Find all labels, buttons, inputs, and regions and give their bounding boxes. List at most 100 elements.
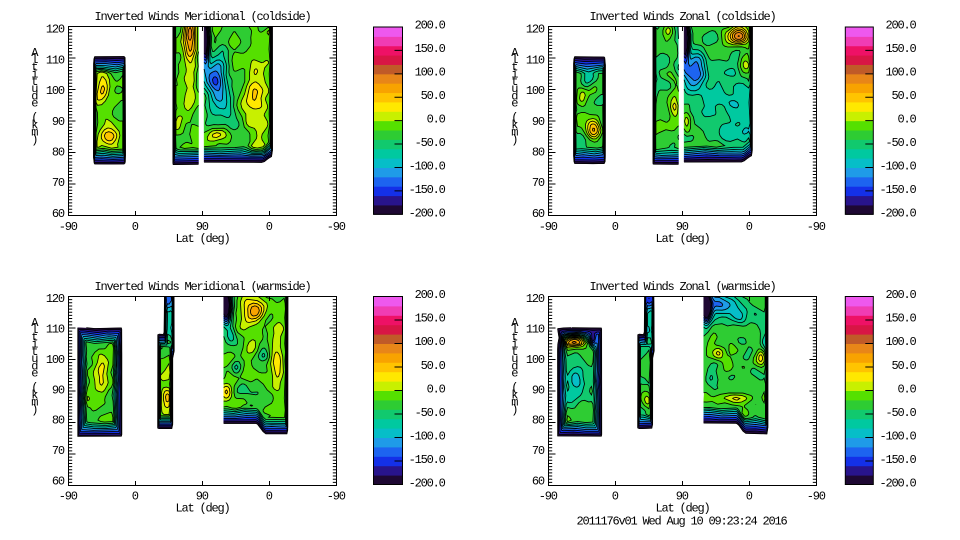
svg-text:80: 80 <box>52 146 65 160</box>
svg-text:i: i <box>511 338 518 352</box>
svg-text:i: i <box>31 338 38 352</box>
svg-text:50.0: 50.0 <box>421 359 446 373</box>
svg-text:0: 0 <box>612 220 619 234</box>
svg-text:-50.0: -50.0 <box>885 136 916 150</box>
svg-text:60: 60 <box>532 207 545 221</box>
svg-text:-90: -90 <box>59 490 78 504</box>
svg-text:k: k <box>511 118 518 132</box>
svg-text:-90: -90 <box>807 220 826 234</box>
svg-text:-50.0: -50.0 <box>885 406 916 420</box>
svg-text:110: 110 <box>526 53 545 67</box>
svg-text:90: 90 <box>532 115 545 129</box>
svg-text:-90: -90 <box>327 490 346 504</box>
svg-text:k: k <box>31 118 38 132</box>
svg-text:120: 120 <box>46 292 65 306</box>
svg-text:t: t <box>31 60 37 74</box>
svg-text:100.0: 100.0 <box>885 335 916 349</box>
svg-text:0: 0 <box>132 490 139 504</box>
svg-text:200.0: 200.0 <box>415 19 446 33</box>
svg-text:l: l <box>511 323 518 337</box>
svg-text:-150.0: -150.0 <box>879 453 916 467</box>
svg-text:Lat (deg): Lat (deg) <box>175 502 229 516</box>
svg-text:A: A <box>31 46 39 60</box>
svg-text:t: t <box>511 345 517 359</box>
svg-text:Inverted Winds Zonal (coldside: Inverted Winds Zonal (coldside) <box>589 10 775 24</box>
svg-text:100: 100 <box>46 84 65 98</box>
svg-text:l: l <box>31 323 38 337</box>
svg-text:50.0: 50.0 <box>421 89 446 103</box>
svg-text:90: 90 <box>676 220 689 234</box>
svg-text:90: 90 <box>676 490 689 504</box>
svg-text:60: 60 <box>532 475 545 489</box>
svg-text:-200.0: -200.0 <box>879 206 916 220</box>
svg-text:0: 0 <box>266 220 273 234</box>
svg-text:): ) <box>511 133 517 147</box>
svg-text:t: t <box>511 330 517 344</box>
svg-text:50.0: 50.0 <box>891 359 916 373</box>
svg-text:e: e <box>511 97 518 111</box>
svg-text:120: 120 <box>526 292 545 306</box>
svg-text:-90: -90 <box>539 490 558 504</box>
svg-text:-200.0: -200.0 <box>409 477 446 491</box>
svg-text:-200.0: -200.0 <box>879 477 916 491</box>
svg-text:m: m <box>511 126 518 140</box>
svg-text:150.0: 150.0 <box>415 42 446 56</box>
svg-text:Inverted Winds Zonal (warmside: Inverted Winds Zonal (warmside) <box>589 280 775 294</box>
svg-text:u: u <box>511 82 518 96</box>
svg-text:t: t <box>31 330 37 344</box>
svg-text:t: t <box>31 75 37 89</box>
svg-text:t: t <box>511 75 517 89</box>
svg-text:90: 90 <box>196 220 209 234</box>
svg-text:0: 0 <box>266 490 273 504</box>
svg-text:Inverted Winds Meridional (war: Inverted Winds Meridional (warmside) <box>94 280 310 294</box>
svg-text:70: 70 <box>532 176 545 190</box>
svg-text:90: 90 <box>532 383 545 397</box>
svg-text:u: u <box>31 82 38 96</box>
svg-text:0.0: 0.0 <box>897 113 916 127</box>
svg-text:k: k <box>511 388 518 402</box>
svg-text:): ) <box>31 403 37 417</box>
svg-text:-100.0: -100.0 <box>409 160 446 174</box>
svg-text:0: 0 <box>746 490 753 504</box>
svg-text:-150.0: -150.0 <box>409 183 446 197</box>
svg-text:t: t <box>31 345 37 359</box>
svg-text:-100.0: -100.0 <box>879 430 916 444</box>
svg-text:-100.0: -100.0 <box>879 160 916 174</box>
svg-text:70: 70 <box>52 176 65 190</box>
svg-text:100: 100 <box>46 353 65 367</box>
svg-text:): ) <box>31 133 37 147</box>
svg-text:d: d <box>511 89 518 103</box>
svg-text:50.0: 50.0 <box>891 89 916 103</box>
svg-text:u: u <box>511 352 518 366</box>
svg-text:120: 120 <box>46 23 65 37</box>
svg-text:150.0: 150.0 <box>885 312 916 326</box>
svg-text:A: A <box>511 46 519 60</box>
svg-text:(: ( <box>511 111 517 125</box>
svg-text:d: d <box>31 89 38 103</box>
svg-text:-90: -90 <box>59 220 78 234</box>
svg-text:200.0: 200.0 <box>885 288 916 302</box>
svg-text:70: 70 <box>532 444 545 458</box>
svg-text:150.0: 150.0 <box>415 312 446 326</box>
svg-text:200.0: 200.0 <box>415 288 446 302</box>
svg-text:(: ( <box>31 381 37 395</box>
svg-text:): ) <box>511 403 517 417</box>
svg-text:e: e <box>511 367 518 381</box>
svg-text:d: d <box>511 359 518 373</box>
svg-text:0.0: 0.0 <box>427 113 446 127</box>
svg-text:100.0: 100.0 <box>415 66 446 80</box>
svg-text:i: i <box>31 68 38 82</box>
svg-text:u: u <box>31 352 38 366</box>
svg-text:60: 60 <box>52 475 65 489</box>
svg-text:0.0: 0.0 <box>427 382 446 396</box>
svg-text:Lat (deg): Lat (deg) <box>655 232 709 246</box>
svg-text:l: l <box>31 53 38 67</box>
svg-text:d: d <box>31 359 38 373</box>
svg-text:90: 90 <box>196 490 209 504</box>
svg-text:90: 90 <box>52 115 65 129</box>
svg-text:Lat (deg): Lat (deg) <box>175 232 229 246</box>
svg-text:100: 100 <box>526 84 545 98</box>
svg-text:m: m <box>31 126 38 140</box>
svg-text:t: t <box>511 60 517 74</box>
svg-text:60: 60 <box>52 207 65 221</box>
